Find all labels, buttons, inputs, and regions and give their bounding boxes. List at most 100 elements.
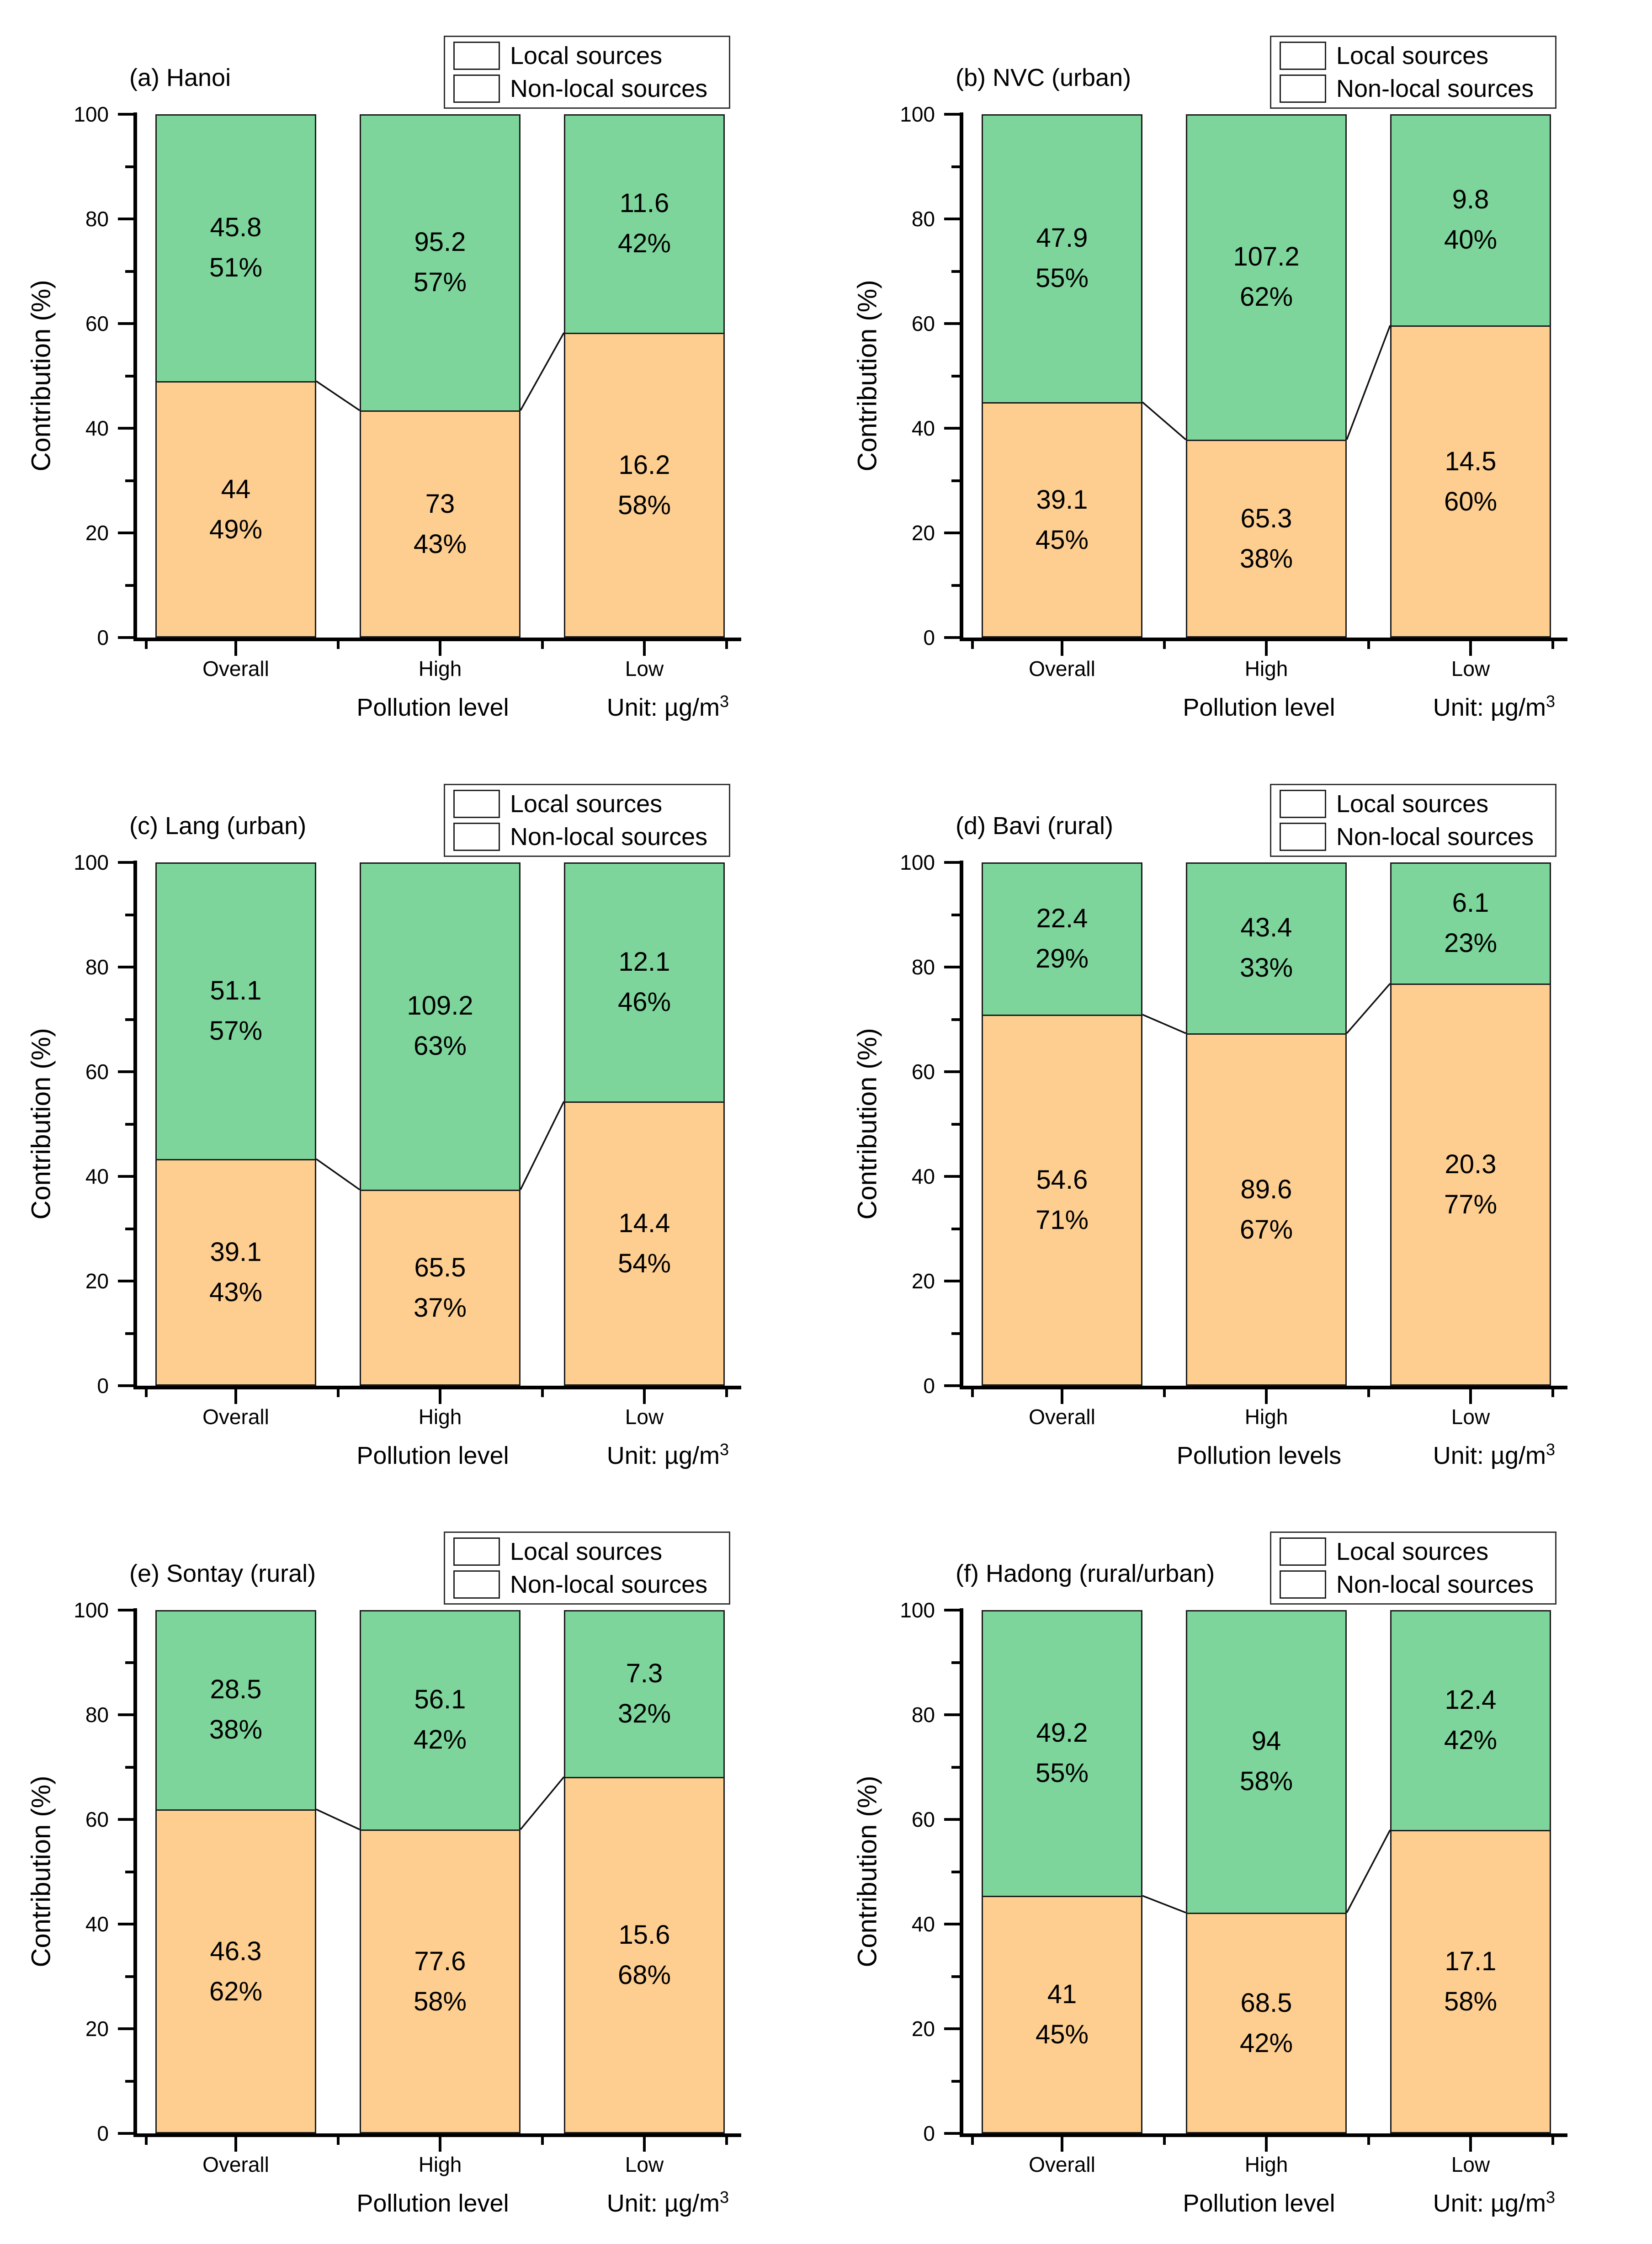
bar-segment-nonlocal bbox=[1390, 325, 1551, 638]
y-minor-tick bbox=[125, 2079, 133, 2083]
x-minor-tick bbox=[1367, 2137, 1370, 2145]
y-tick bbox=[944, 1175, 960, 1178]
unit-label: Unit: µg/m3 bbox=[1433, 2188, 1555, 2217]
y-tick bbox=[118, 2027, 133, 2030]
bar-segment-local bbox=[1186, 114, 1347, 440]
y-tick-label: 20 bbox=[85, 2017, 109, 2041]
x-tick bbox=[1469, 2137, 1472, 2152]
bar-segment-nonlocal bbox=[155, 381, 316, 638]
y-minor-tick bbox=[125, 1870, 133, 1873]
bar-segment-local bbox=[1186, 862, 1347, 1033]
stacked-bar bbox=[155, 1610, 316, 2133]
plot-area: 0 20 40 60 80 100 47.9 55% 39.1 45% 107.2 62% 65.… bbox=[900, 103, 1567, 656]
bar-segment-nonlocal bbox=[155, 1809, 316, 2133]
legend: Local sources Non-local sources bbox=[444, 784, 730, 857]
bar-label-local: 12.4 42% bbox=[1444, 1685, 1498, 1755]
y-minor-tick bbox=[951, 1227, 960, 1230]
y-tick bbox=[944, 861, 960, 864]
x-tick-label: Overall bbox=[202, 657, 269, 681]
x-tick-label: Low bbox=[1451, 2153, 1490, 2176]
y-tick bbox=[944, 1923, 960, 1925]
y-axis-line bbox=[960, 1608, 963, 2137]
bar-label-local: 49.2 55% bbox=[1035, 1718, 1089, 1788]
y-tick-label: 40 bbox=[85, 416, 109, 440]
bar-segment-nonlocal bbox=[982, 1015, 1142, 1386]
bar-label-local: 94 58% bbox=[1239, 1726, 1293, 1796]
bar-label-nonlocal: 39.1 45% bbox=[1035, 484, 1089, 555]
y-tick-label: 20 bbox=[85, 1269, 109, 1293]
unit-label: Unit: µg/m3 bbox=[606, 692, 729, 722]
bar-segment-nonlocal bbox=[155, 1159, 316, 1386]
bar-label-nonlocal: 17.1 58% bbox=[1444, 1946, 1498, 2016]
x-axis-line bbox=[133, 1386, 741, 1389]
x-tick-label: High bbox=[1244, 1405, 1288, 1429]
bar-label-local: 56.1 42% bbox=[413, 1685, 467, 1755]
x-axis-title: Pollution level bbox=[356, 1442, 509, 1469]
y-tick bbox=[944, 2132, 960, 2135]
stacked-bar bbox=[155, 862, 316, 1386]
x-minor-tick bbox=[1367, 641, 1370, 649]
x-tick bbox=[1265, 2137, 1268, 2152]
y-tick-label: 60 bbox=[85, 1808, 109, 1831]
x-tick-label: High bbox=[1244, 657, 1288, 681]
y-tick-label: 80 bbox=[85, 1703, 109, 1727]
y-tick bbox=[118, 1923, 133, 1925]
y-tick-label: 80 bbox=[911, 207, 935, 231]
stacked-bar bbox=[1390, 862, 1551, 1386]
legend: Local sources Non-local sources bbox=[444, 1531, 730, 1605]
bar-segment-local bbox=[1390, 114, 1551, 325]
y-tick bbox=[944, 1818, 960, 1821]
bar-label-nonlocal: 68.5 42% bbox=[1239, 1988, 1293, 2058]
panel-title: (f) Hadong (rural/urban) bbox=[956, 1560, 1215, 1587]
y-tick-label: 0 bbox=[97, 2122, 109, 2145]
bar-segment-nonlocal bbox=[360, 1190, 521, 1386]
x-tick-label: High bbox=[418, 2153, 462, 2176]
stacked-bar bbox=[155, 114, 316, 638]
y-tick-label: 80 bbox=[911, 955, 935, 979]
x-tick-label: Overall bbox=[202, 1405, 269, 1429]
legend-label-nonlocal: Non-local sources bbox=[510, 823, 708, 851]
y-tick bbox=[118, 427, 133, 430]
y-tick-label: 100 bbox=[74, 851, 109, 874]
y-minor-tick bbox=[951, 1975, 960, 1978]
bar-label-nonlocal: 14.5 60% bbox=[1444, 446, 1498, 516]
panel-title: (e) Sontay (rural) bbox=[129, 1560, 316, 1587]
bar-segment-nonlocal bbox=[564, 1101, 725, 1386]
y-minor-tick bbox=[951, 913, 960, 916]
bar-segment-local bbox=[564, 114, 725, 333]
x-minor-tick bbox=[971, 2137, 974, 2145]
panel-b: (b) NVC (urban) Local sources Non-local … bbox=[826, 0, 1652, 748]
legend-swatch-local-icon bbox=[453, 1537, 500, 1566]
x-minor-tick bbox=[336, 2137, 340, 2145]
bar-segment-local bbox=[564, 1610, 725, 1777]
legend-row-local: Local sources bbox=[1280, 1537, 1555, 1566]
y-axis-line bbox=[133, 112, 137, 641]
y-tick bbox=[944, 1070, 960, 1073]
panel-title: (d) Bavi (rural) bbox=[956, 812, 1114, 840]
stacked-bar bbox=[564, 1610, 725, 2133]
bar-segment-local bbox=[155, 1610, 316, 1809]
bar-label-nonlocal: 20.3 77% bbox=[1444, 1149, 1498, 1219]
y-tick bbox=[118, 1175, 133, 1178]
legend-label-nonlocal: Non-local sources bbox=[510, 1571, 708, 1598]
x-tick-label: Overall bbox=[1029, 1405, 1095, 1429]
legend-swatch-local-icon bbox=[453, 42, 500, 70]
x-minor-tick bbox=[1551, 1389, 1554, 1397]
segment-connector-lines bbox=[315, 1101, 565, 1191]
x-tick-label: Low bbox=[1451, 1405, 1490, 1429]
x-tick bbox=[234, 1389, 237, 1404]
stacked-bar bbox=[564, 862, 725, 1386]
x-tick bbox=[643, 641, 646, 656]
y-tick-label: 40 bbox=[911, 416, 935, 440]
x-tick-label: Overall bbox=[1029, 2153, 1095, 2176]
legend-row-nonlocal: Non-local sources bbox=[453, 1570, 729, 1599]
y-minor-tick bbox=[125, 1018, 133, 1021]
bar-label-nonlocal: 41 45% bbox=[1035, 1979, 1089, 2049]
y-minor-tick bbox=[125, 1227, 133, 1230]
x-minor-tick bbox=[1163, 1389, 1166, 1397]
bar-segment-nonlocal bbox=[1186, 440, 1347, 638]
y-axis-title: Contribution (%) bbox=[26, 280, 56, 472]
y-tick bbox=[118, 966, 133, 968]
bar-segment-nonlocal bbox=[982, 1896, 1142, 2133]
bar-segment-local bbox=[360, 862, 521, 1190]
